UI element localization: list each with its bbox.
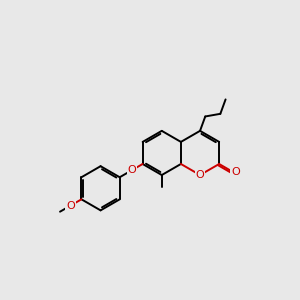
Text: O: O [66, 200, 75, 211]
Text: O: O [196, 170, 204, 180]
Text: O: O [231, 167, 240, 177]
Text: O: O [128, 165, 136, 175]
